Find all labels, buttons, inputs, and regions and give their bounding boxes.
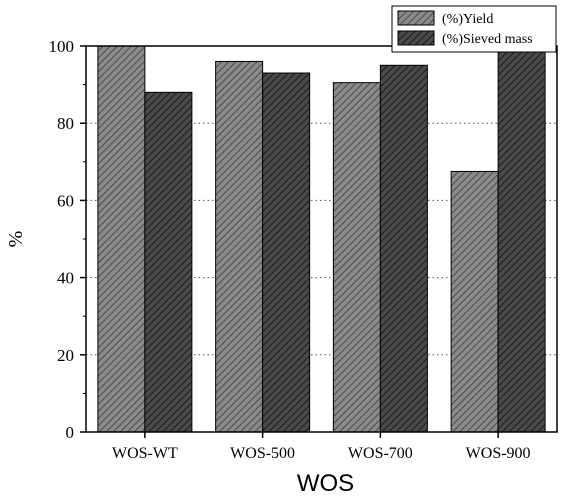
legend-swatch-sieved-mass — [397, 30, 435, 46]
legend-label-yield: (%)Yield — [442, 12, 493, 27]
bar-yield — [332, 82, 381, 433]
x-tick-label: WOS-900 — [466, 445, 531, 462]
x-axis-title: WOS — [297, 470, 354, 497]
x-tick-label: WOS-WT — [112, 445, 178, 462]
bars-group — [97, 45, 546, 433]
axis-ticks: 0 20 40 60 80 100 WOS-WT WOS-500 WOS-700 WOS-900 — [49, 37, 531, 462]
bar-sieved-mass — [144, 91, 193, 433]
legend-swatch-yield — [397, 10, 435, 26]
x-tick-label: WOS-700 — [348, 445, 413, 462]
bar-yield — [97, 45, 146, 433]
legend: (%)Yield (%)Sieved mass — [391, 5, 557, 53]
y-tick-label: 0 — [66, 423, 75, 442]
y-tick-label: 20 — [57, 346, 74, 365]
x-tick-label: WOS-500 — [230, 445, 295, 462]
y-tick-label: 100 — [49, 37, 75, 56]
y-axis-title: % — [5, 231, 27, 248]
bar-yield — [215, 60, 264, 433]
bar-sieved-mass — [379, 64, 428, 433]
y-tick-label: 80 — [57, 114, 74, 133]
y-tick-label: 40 — [57, 269, 74, 288]
bar-sieved-mass — [262, 72, 311, 433]
bar-sieved-mass — [497, 51, 546, 433]
legend-label-sieved-mass: (%)Sieved mass — [442, 32, 533, 47]
y-tick-label: 60 — [57, 191, 74, 210]
bar-yield — [450, 170, 499, 433]
